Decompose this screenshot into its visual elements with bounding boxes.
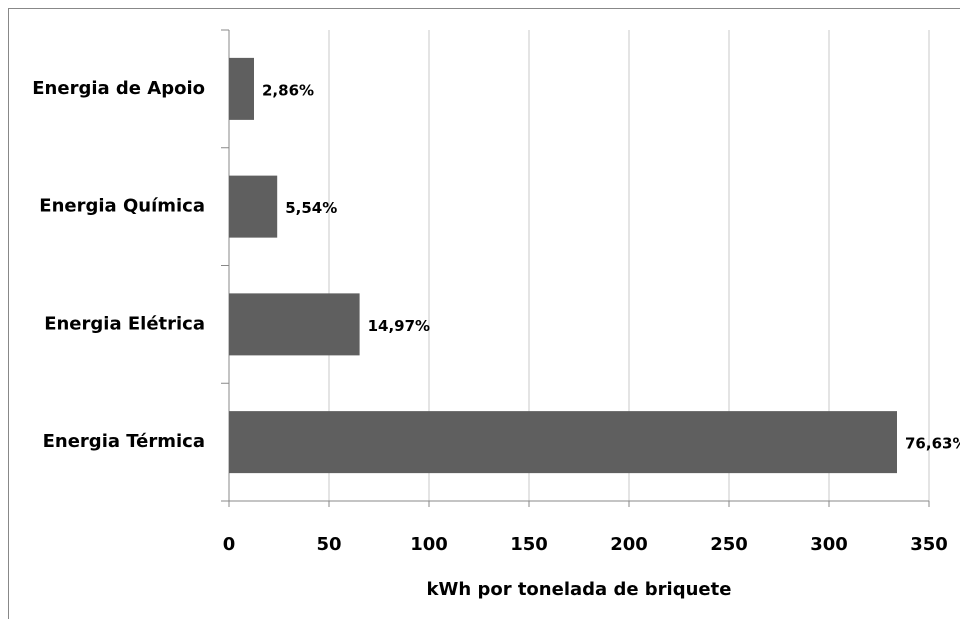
x-tick-label: 250 [710, 534, 748, 555]
chart-frame [8, 8, 960, 619]
y-tick-label: Energia de Apoio [32, 78, 205, 99]
value-label: 76,63% [905, 435, 960, 453]
y-tick-label: Energia Térmica [43, 431, 205, 452]
bar [229, 293, 360, 356]
x-tick-label: 0 [223, 534, 236, 555]
value-label: 5,54% [285, 199, 337, 217]
x-tick-label: 200 [610, 534, 648, 555]
value-label: 14,97% [368, 317, 430, 335]
x-tick-label: 50 [316, 534, 341, 555]
bar [229, 411, 897, 474]
y-tick-label: Energia Elétrica [44, 313, 205, 334]
value-label: 2,86% [262, 81, 314, 99]
x-tick-label: 100 [410, 534, 448, 555]
bar [229, 175, 278, 238]
y-tick-label: Energia Química [39, 196, 205, 217]
x-tick-label: 300 [810, 534, 848, 555]
bar [229, 57, 254, 120]
x-tick-label: 150 [510, 534, 548, 555]
x-tick-label: 350 [910, 534, 948, 555]
x-axis-title: kWh por tonelada de briquete [427, 579, 732, 600]
